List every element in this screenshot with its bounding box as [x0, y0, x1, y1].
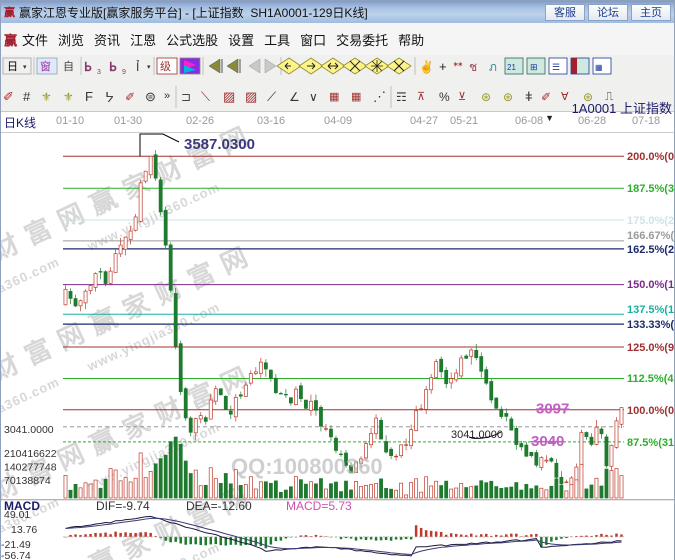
svg-text:⊐: ⊐: [181, 90, 191, 104]
svg-text:ᕯ: ᕯ: [453, 60, 463, 74]
svg-text:ᖯ: ᖯ: [84, 60, 92, 74]
svg-text:70138874: 70138874: [4, 475, 51, 487]
svg-text:▾: ▾: [23, 64, 27, 71]
svg-text:140277748: 140277748: [4, 462, 57, 474]
svg-text:21: 21: [507, 63, 516, 72]
svg-text:ᔭ: ᔭ: [105, 89, 114, 105]
svg-text:DEA=-12.60: DEA=-12.60: [186, 499, 252, 513]
svg-text:⊼: ⊼: [417, 91, 425, 103]
svg-text:⟍: ⟍: [201, 89, 211, 104]
svg-text:13.76: 13.76: [11, 524, 37, 536]
svg-text:»: »: [164, 90, 170, 102]
svg-text:187.5%(315): 187.5%(315): [627, 183, 674, 195]
svg-text:125.0%(90): 125.0%(90): [627, 342, 674, 354]
svg-text:▾: ▾: [147, 64, 151, 71]
svg-text:MACD=5.73: MACD=5.73: [286, 499, 352, 513]
svg-text:%: %: [439, 90, 450, 104]
svg-text:☰: ☰: [552, 62, 560, 72]
svg-text:200.0%(0): 200.0%(0): [627, 151, 674, 163]
svg-text:3040: 3040: [531, 433, 564, 450]
svg-text:ช: ช: [469, 60, 477, 74]
svg-text:窗: 窗: [40, 59, 51, 73]
svg-text:☶: ☶: [396, 90, 407, 104]
svg-text:175.0%(270): 175.0%(270): [627, 215, 674, 227]
svg-text:137.5%(135): 137.5%(135): [627, 304, 674, 316]
svg-text:#: #: [23, 89, 31, 104]
svg-text:∠: ∠: [289, 90, 300, 104]
svg-text:日: 日: [7, 61, 18, 73]
svg-text:⊻: ⊻: [458, 91, 466, 103]
svg-text:49.01: 49.01: [4, 509, 30, 521]
svg-text:210416622: 210416622: [4, 448, 57, 460]
svg-text:3041.0000: 3041.0000: [4, 424, 54, 436]
svg-text:112.5%(45): 112.5%(45): [627, 373, 674, 385]
svg-text:ภ: ภ: [489, 60, 497, 74]
svg-text:3: 3: [97, 69, 101, 76]
svg-text:⟋: ⟋: [267, 89, 277, 104]
svg-text:Ỉ: Ỉ: [136, 59, 140, 74]
svg-text:✌: ✌: [419, 59, 434, 74]
svg-text:⊛: ⊛: [481, 90, 491, 104]
svg-text:F: F: [85, 89, 93, 104]
svg-text:⊛: ⊛: [503, 90, 513, 104]
svg-text:87.5%(315): 87.5%(315): [627, 437, 674, 449]
svg-text:∀: ∀: [561, 91, 569, 103]
svg-text:▨: ▨: [223, 89, 235, 104]
svg-text:3587.0300: 3587.0300: [184, 136, 255, 153]
svg-text:150.0%(180): 150.0%(180): [627, 279, 674, 291]
svg-text:自: 自: [63, 60, 74, 73]
svg-text:▦: ▦: [329, 91, 339, 103]
svg-text:DIF=-9.74: DIF=-9.74: [96, 499, 150, 513]
svg-text:162.5%(225): 162.5%(225): [627, 244, 674, 256]
svg-text:∨: ∨: [309, 90, 318, 104]
svg-text:级: 级: [160, 60, 171, 73]
svg-text:✐: ✐: [125, 90, 135, 104]
svg-text:166.67%(240): 166.67%(240): [627, 230, 674, 242]
svg-text:▨: ▨: [245, 89, 257, 104]
svg-text:▦: ▦: [595, 63, 603, 72]
svg-text:QQ:100800360: QQ:100800360: [231, 454, 383, 479]
svg-text:⚜: ⚜: [63, 90, 74, 104]
svg-text:ǂ: ǂ: [525, 89, 533, 104]
svg-text:+: +: [439, 59, 447, 74]
svg-text:▦: ▦: [351, 91, 361, 103]
svg-text:ᖯ: ᖯ: [109, 60, 117, 74]
svg-text:⊜: ⊜: [145, 89, 156, 104]
svg-text:⚜: ⚜: [41, 90, 52, 104]
svg-text:9: 9: [122, 69, 126, 76]
svg-text:✐: ✐: [3, 89, 14, 104]
svg-text:133.33%(120): 133.33%(120): [627, 319, 674, 331]
svg-text:⋰: ⋰: [373, 89, 386, 104]
svg-text:✐: ✐: [541, 90, 551, 104]
svg-text:⊞: ⊞: [530, 62, 538, 72]
svg-text:3097: 3097: [536, 401, 569, 418]
svg-text:100.0%(0): 100.0%(0): [627, 405, 674, 417]
svg-text:-56.74: -56.74: [1, 550, 31, 560]
